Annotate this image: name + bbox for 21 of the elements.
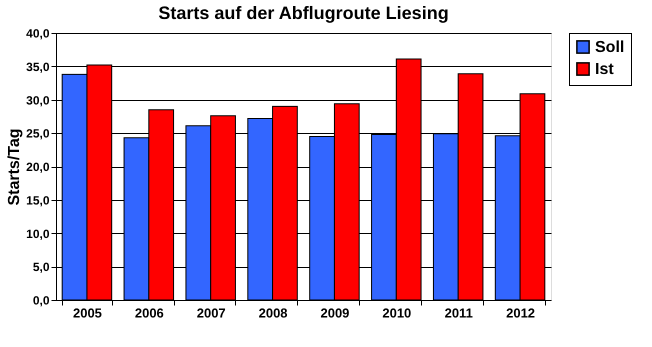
y-tick-label: 15,0 [26,193,50,208]
x-tick-label: 2007 [196,306,226,320]
x-tick-label: 2005 [72,306,102,320]
y-tick-label: 5,0 [32,260,50,274]
y-tick-label: 25,0 [26,126,50,141]
legend-label: Soll [595,39,624,56]
y-tick-label: 30,0 [26,93,50,108]
x-tick-label: 2006 [134,306,164,320]
x-tick-label: 2012 [506,306,536,320]
x-tick-label: 2011 [444,306,473,320]
y-tick-label: 35,0 [26,60,50,74]
y-tick-label: 10,0 [26,226,50,241]
x-tick-label: 2008 [258,306,288,320]
legend-label: Ist [595,61,614,78]
y-tick-label: 40,0 [26,26,50,40]
y-tick-label: 20,0 [26,160,50,174]
chart-title: Starts auf der Abflugroute Liesing [158,3,449,23]
x-tick-label: 2010 [382,306,412,320]
y-tick-label: 0,0 [32,294,50,308]
y-axis-title: Starts/Tag [6,128,24,206]
x-tick-label: 2009 [320,306,350,320]
